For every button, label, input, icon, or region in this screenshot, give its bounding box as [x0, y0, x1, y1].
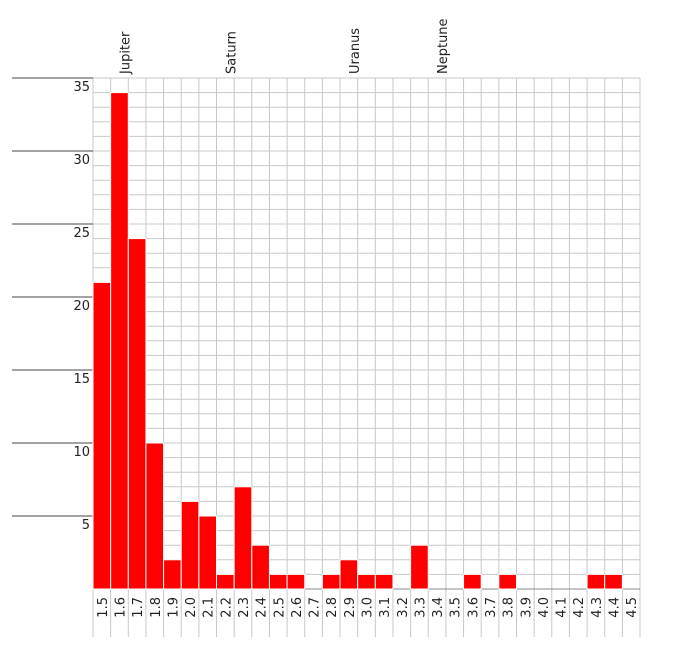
y-tick-label: 30 — [73, 153, 90, 168]
x-tick-label: 2.6 — [290, 597, 305, 618]
bar — [498, 573, 517, 590]
x-tick-label: 3.7 — [484, 597, 499, 618]
x-tick-label: 4.4 — [608, 597, 623, 618]
x-tick-label: 4.3 — [590, 597, 605, 618]
x-tick-label: 2.4 — [255, 597, 270, 618]
y-tick-label: 35 — [73, 80, 90, 95]
bar — [127, 238, 147, 590]
x-tick-label: 3.0 — [361, 597, 376, 618]
x-tick-label: 2.8 — [325, 597, 340, 618]
y-tick-label: 10 — [73, 445, 90, 460]
bar — [286, 573, 306, 590]
bar — [163, 559, 182, 590]
x-tick-label: 1.5 — [96, 597, 111, 618]
x-tick-label: 1.9 — [166, 597, 181, 618]
x-tick-label: 1.6 — [113, 597, 128, 618]
bar — [216, 573, 235, 590]
x-tick-label: 2.3 — [237, 597, 252, 618]
x-tick-label: 3.9 — [519, 597, 534, 618]
bar — [180, 500, 200, 590]
x-tick-label: 2.7 — [308, 597, 323, 618]
x-tick-label: 4.5 — [625, 597, 640, 618]
y-tick-label: 5 — [82, 518, 90, 533]
x-tick-label: 2.2 — [219, 597, 234, 618]
x-tick-label: 3.1 — [378, 597, 393, 618]
planet-annotation: Uranus — [348, 28, 363, 74]
x-tick-label: 4.0 — [537, 597, 552, 618]
y-tick-label: 25 — [73, 226, 90, 241]
x-tick-label: 1.7 — [131, 597, 146, 618]
x-tick-label: 3.4 — [431, 597, 446, 618]
bar — [357, 573, 376, 590]
bar — [92, 281, 112, 590]
bar — [339, 559, 359, 590]
x-tick-label: 2.0 — [184, 597, 199, 618]
x-tick-label: 2.9 — [343, 597, 358, 618]
bar — [110, 92, 129, 590]
bar — [198, 515, 218, 590]
x-tick-label: 4.2 — [572, 597, 587, 618]
planet-annotation: Neptune — [436, 18, 451, 74]
bar — [145, 442, 165, 590]
bar — [321, 573, 341, 590]
bar — [410, 544, 429, 590]
bar — [233, 486, 253, 590]
x-tick-label: 4.1 — [555, 597, 570, 618]
x-tick-label: 3.5 — [449, 597, 464, 618]
x-tick-label: 3.8 — [502, 597, 517, 618]
y-tick-label: 15 — [73, 372, 90, 387]
bar — [604, 573, 623, 590]
bar — [268, 573, 288, 590]
x-tick-label: 3.6 — [466, 597, 481, 618]
bar — [463, 573, 482, 590]
bar — [374, 573, 394, 590]
planet-annotation: Jupiter — [118, 31, 133, 75]
planet-annotation: Saturn — [224, 31, 239, 74]
x-tick-label: 3.2 — [396, 597, 411, 618]
y-tick-label: 20 — [73, 299, 90, 314]
bar — [586, 573, 606, 590]
bar — [251, 544, 270, 590]
x-tick-label: 3.3 — [413, 597, 428, 618]
x-tick-label: 1.8 — [149, 597, 164, 618]
x-tick-label: 2.1 — [202, 597, 217, 618]
x-tick-label: 2.5 — [272, 597, 287, 618]
